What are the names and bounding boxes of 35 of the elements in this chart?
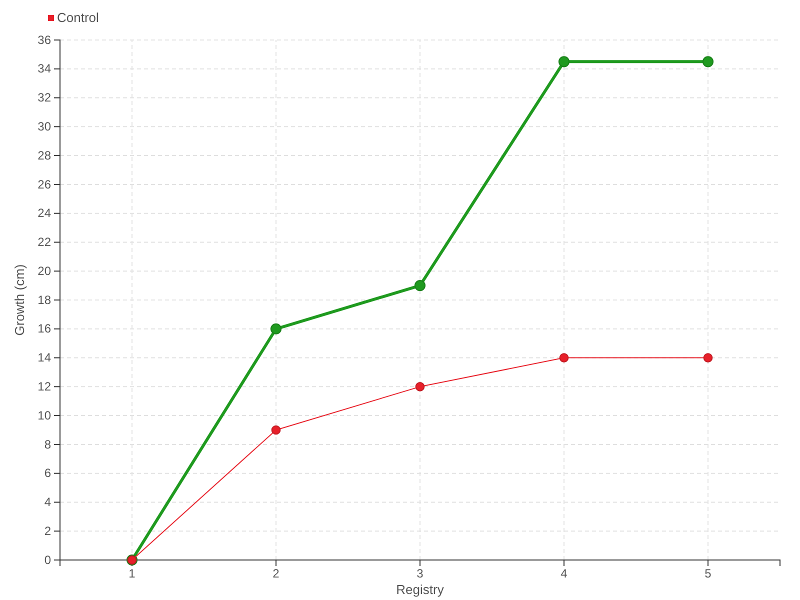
y-tick-label: 36 (38, 32, 52, 47)
point (415, 382, 425, 392)
legend-label: Control (57, 10, 100, 25)
y-tick-label: 24 (38, 206, 52, 220)
x-tick-label: 3 (416, 566, 424, 581)
point (271, 425, 281, 435)
y-tick-label: 30 (38, 120, 52, 134)
y-tick-label: 18 (38, 292, 52, 307)
point (703, 353, 713, 362)
point (414, 280, 426, 292)
point (270, 323, 282, 334)
y-tick-label: 20 (38, 264, 52, 278)
point (559, 353, 569, 362)
x-tick-label: 4 (560, 566, 568, 581)
x-tick-label: 1 (128, 566, 136, 581)
y-tick-label: 16 (38, 322, 52, 336)
y-tick-label: 14 (38, 350, 52, 365)
y-tick-label: 2 (44, 524, 52, 538)
y-tick-label: 10 (38, 408, 52, 422)
x-axis-title: Registry (396, 582, 444, 597)
y-axis-title: Growth (cm) (12, 264, 27, 336)
x-tick-label: 5 (704, 566, 712, 581)
y-tick-label: 32 (38, 90, 52, 105)
x-tick-label: 2 (272, 566, 280, 581)
point (558, 56, 570, 68)
y-tick-label: 4 (44, 495, 52, 510)
y-tick-label: 12 (38, 380, 52, 394)
y-tick-label: 6 (44, 466, 52, 480)
y-tick-label: 22 (38, 235, 52, 250)
y-tick-label: 8 (44, 437, 52, 452)
y-tick-label: 34 (38, 62, 52, 76)
y-tick-label: 26 (38, 177, 52, 192)
point (702, 56, 714, 68)
y-tick-label: 28 (38, 148, 52, 162)
y-tick-label: 0 (44, 552, 52, 567)
